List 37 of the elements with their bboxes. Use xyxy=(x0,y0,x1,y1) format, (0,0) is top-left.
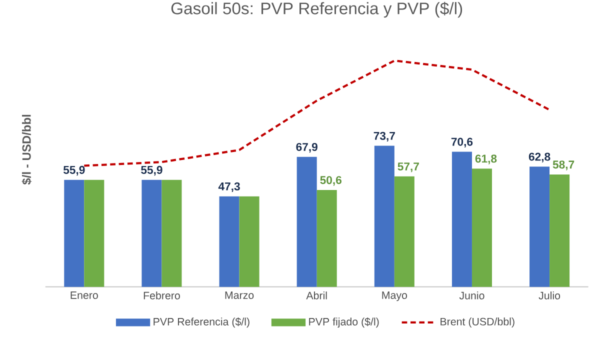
bar xyxy=(316,190,337,287)
x-tick-label: Enero xyxy=(70,291,98,299)
legend-label: PVP Referencia ($/l) xyxy=(154,317,250,328)
bar xyxy=(64,180,84,287)
bar xyxy=(219,196,240,287)
x-tick-label: Abril xyxy=(306,291,327,300)
bar xyxy=(239,196,260,287)
bar xyxy=(452,152,472,287)
bar xyxy=(550,174,570,287)
bar xyxy=(374,146,394,287)
legend-label: PVP fijado ($/l) xyxy=(309,317,379,328)
x-tick-label: Julio xyxy=(538,291,560,300)
bar xyxy=(394,176,414,287)
bar xyxy=(142,180,162,287)
x-tick-label: Marzo xyxy=(225,291,254,299)
bar xyxy=(530,166,550,287)
data-label: 58,7 xyxy=(552,160,574,170)
legend-label: Brent (USD/bbl) xyxy=(440,317,514,328)
data-label: 67,9 xyxy=(296,142,318,153)
data-label: 70,6 xyxy=(451,138,473,148)
data-label: 55,9 xyxy=(141,166,162,176)
x-tick-label: Mayo xyxy=(382,291,407,301)
chart-title: Gasoil 50s: PVP Referencia y PVP ($/l) xyxy=(171,2,462,18)
y-axis-title: $/l - USD/bbl xyxy=(22,114,32,184)
data-label: 61,8 xyxy=(475,154,497,164)
data-label: 57,7 xyxy=(398,162,419,172)
data-label: 50,6 xyxy=(320,176,342,186)
bar xyxy=(84,180,104,287)
bar xyxy=(296,156,317,287)
bar xyxy=(472,168,492,287)
x-tick-label: Junio xyxy=(459,291,484,300)
x-tick-label: Febrero xyxy=(144,291,180,300)
data-label: 62,8 xyxy=(528,152,550,162)
bar xyxy=(162,180,182,287)
data-label: 47,3 xyxy=(218,182,240,192)
data-label: 55,9 xyxy=(63,166,85,176)
data-label: 73,7 xyxy=(374,132,395,142)
